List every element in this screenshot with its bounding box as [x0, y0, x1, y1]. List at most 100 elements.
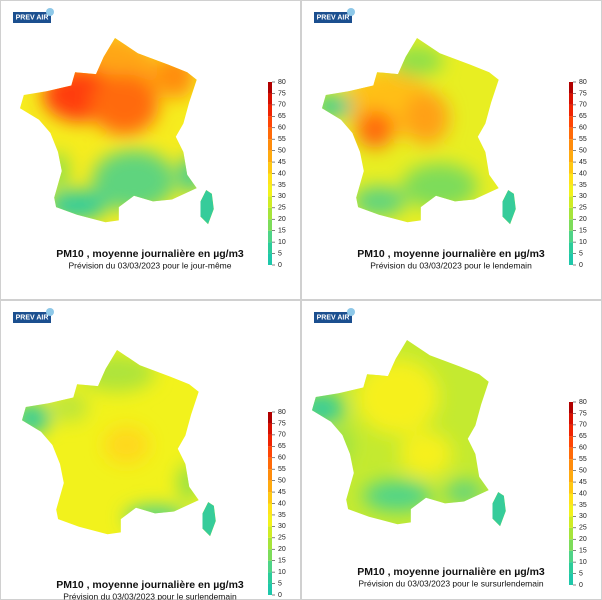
- colorbar-segment: [569, 242, 573, 254]
- colorbar-label: 55: [579, 456, 587, 463]
- colorbar-segment: [569, 150, 573, 163]
- colorbar-segment: [268, 583, 272, 595]
- colorbar-segment: [569, 447, 573, 460]
- map-panel: PREV AIR PM10 , moyenne journalière en µg…: [301, 300, 602, 600]
- colorbar-label: 80: [579, 79, 587, 86]
- colorbar-label: 60: [579, 445, 587, 452]
- corsica: [492, 492, 506, 527]
- concentration-zone: [352, 186, 406, 217]
- map-title: PM10 , moyenne journalière en µg/m3: [357, 248, 545, 260]
- colorbar-label: 25: [278, 205, 286, 212]
- colorbar-label: 65: [579, 433, 587, 440]
- colorbar-segment: [569, 82, 573, 94]
- colorbar-label: 5: [579, 570, 583, 577]
- colorbar-label: 30: [278, 193, 286, 200]
- colorbar-segment: [569, 139, 573, 151]
- logo-globe: [46, 308, 54, 316]
- logo-text: PREV AIR: [317, 314, 350, 321]
- colorbar-segment: [569, 470, 573, 483]
- colorbar-segment: [569, 516, 573, 528]
- colorbar-label: 40: [579, 170, 587, 177]
- colorbar-segment: [569, 93, 573, 105]
- colorbar-segment: [268, 253, 272, 265]
- colorbar-segment: [268, 423, 272, 435]
- colorbar-segment: [268, 549, 272, 561]
- logo-globe: [347, 8, 355, 16]
- logo-box: [314, 12, 352, 23]
- concentration-zone: [22, 403, 51, 434]
- colorbar-label: 40: [579, 490, 587, 497]
- colorbar-label: 55: [579, 136, 587, 143]
- colorbar-segment: [268, 572, 272, 584]
- colorbar-label: 75: [278, 90, 286, 97]
- colorbar-label: 35: [579, 182, 587, 189]
- map-panel: PREV AIR PM10 , moyenne journalière en µg…: [0, 0, 301, 300]
- colorbar-label: 50: [278, 147, 286, 154]
- colorbar-segment: [569, 493, 573, 505]
- colorbar-segment: [569, 173, 573, 185]
- colorbar-label: 50: [579, 147, 587, 154]
- colorbar-label: 65: [278, 113, 286, 120]
- map-title: PM10 , moyenne journalière en µg/m3: [357, 566, 545, 578]
- colorbar-label: 5: [579, 250, 583, 257]
- colorbar-label: 5: [278, 250, 282, 257]
- colorbar-segment: [569, 482, 573, 494]
- colorbar-segment: [268, 242, 272, 254]
- colorbar-segment: [268, 150, 272, 163]
- colorbar-segment: [268, 219, 272, 231]
- colorbar-label: 0: [579, 582, 583, 589]
- colorbar-label: 25: [579, 525, 587, 532]
- colorbar-segment: [569, 207, 573, 220]
- colorbar-segment: [569, 562, 573, 574]
- colorbar-segment: [268, 492, 272, 504]
- concentration-zone: [312, 393, 345, 424]
- colorbar-segment: [569, 504, 573, 517]
- colorbar-segment: [268, 412, 272, 424]
- colorbar-segment: [268, 127, 272, 140]
- colorbar-segment: [268, 196, 272, 208]
- colorbar-label: 30: [579, 513, 587, 520]
- colorbar-segment: [569, 402, 573, 414]
- colorbar-label: 25: [278, 535, 286, 542]
- colorbar-segment: [569, 104, 573, 117]
- colorbar-segment: [569, 550, 573, 563]
- concentration-zone: [92, 150, 176, 211]
- colorbar-label: 15: [278, 558, 286, 565]
- map-subtitle: Prévision du 03/03/2023 pour le surlende…: [63, 591, 237, 600]
- colorbar-segment: [268, 480, 272, 493]
- concentration-zone: [90, 74, 159, 135]
- colorbar-segment: [268, 457, 272, 470]
- colorbar-segment: [268, 162, 272, 174]
- map-panel: PREV AIR PM10 , moyenne journalière en µg…: [301, 0, 602, 300]
- colorbar-label: 55: [278, 466, 286, 473]
- colorbar-label: 10: [278, 239, 286, 246]
- map-title: PM10 , moyenne journalière en µg/m3: [56, 579, 244, 591]
- colorbar-label: 0: [278, 592, 282, 599]
- colorbar-label: 30: [579, 193, 587, 200]
- colorbar-segment: [569, 527, 573, 540]
- colorbar-segment: [268, 446, 272, 458]
- colorbar-label: 15: [579, 548, 587, 555]
- concentration-zone: [403, 91, 450, 145]
- concentration-zone: [399, 431, 453, 477]
- colorbar-label: 65: [278, 443, 286, 450]
- colorbar-label: 70: [278, 102, 286, 109]
- colorbar-label: 35: [278, 182, 286, 189]
- colorbar-label: 0: [278, 262, 282, 269]
- map-subtitle: Prévision du 03/03/2023 pour le lendemai…: [370, 260, 532, 270]
- colorbar-label: 55: [278, 136, 286, 143]
- concentration-zone: [355, 359, 440, 435]
- colorbar-segment: [569, 424, 573, 437]
- colorbar-segment: [268, 93, 272, 105]
- colorbar-label: 20: [278, 216, 286, 223]
- colorbar-segment: [268, 230, 272, 243]
- colorbar-label: 50: [278, 477, 286, 484]
- concentration-zone: [103, 426, 150, 464]
- colorbar-segment: [569, 573, 573, 585]
- colorbar-segment: [569, 413, 573, 425]
- corsica: [200, 190, 214, 225]
- logo-text: PREV AIR: [16, 14, 49, 21]
- colorbar-segment: [268, 116, 272, 128]
- colorbar-label: 15: [579, 228, 587, 235]
